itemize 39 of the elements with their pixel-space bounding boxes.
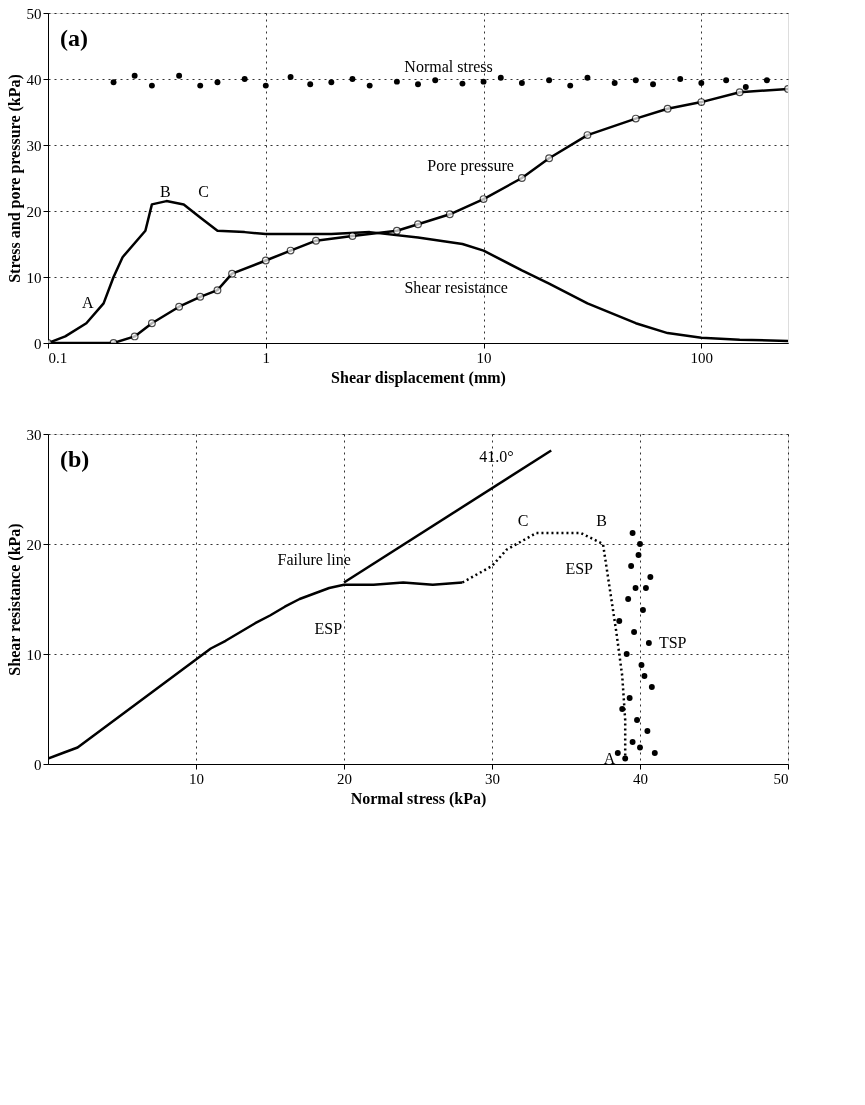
x-tick-label: 100	[690, 349, 714, 366]
x-tick-label: 10	[189, 770, 204, 787]
annotation: Normal stress	[404, 58, 493, 75]
y-tick-label: 20	[26, 536, 42, 553]
x-tick-label: 10	[476, 349, 492, 366]
y-tick-label: 30	[26, 426, 42, 443]
annotation: TSP	[658, 634, 687, 651]
x-tick-label: 40	[633, 770, 648, 787]
y-tick-label: 10	[26, 646, 42, 663]
annotation: (b)	[60, 446, 90, 472]
y-tick-label: 30	[26, 137, 42, 154]
x-tick-label: 1	[262, 349, 271, 366]
annotation: (a)	[60, 25, 88, 51]
annotation: 41.0°	[479, 448, 514, 466]
annotation: ESP	[314, 620, 343, 637]
y-tick-label: 40	[26, 71, 42, 88]
x-tick-label: 30	[485, 770, 500, 787]
annotation: C	[517, 512, 529, 529]
y-axis-title: Stress and pore pressure (kPa)	[5, 74, 24, 283]
x-tick-label: 50	[773, 770, 789, 787]
annotation: ESP	[565, 560, 594, 577]
x-tick-label: 20	[337, 770, 352, 787]
x-axis-title: Normal stress (kPa)	[350, 789, 487, 808]
annotation: C	[198, 183, 209, 201]
y-tick-label: 20	[26, 203, 42, 220]
annotation: Shear resistance	[404, 279, 508, 297]
annotation: Failure line	[277, 550, 351, 568]
annotation: A	[603, 749, 616, 767]
y-tick-label: 0	[34, 756, 42, 773]
y-tick-label: 10	[26, 269, 42, 286]
annotation: Pore pressure	[427, 157, 514, 175]
x-tick-label: 0.1	[48, 349, 68, 366]
y-tick-label: 0	[34, 335, 42, 352]
y-tick-label: 50	[26, 5, 42, 22]
x-axis-title: Shear displacement (mm)	[331, 368, 506, 387]
y-axis-title: Shear resistance (kPa)	[5, 523, 24, 676]
annotation: B	[159, 183, 171, 201]
annotation: A	[82, 294, 95, 312]
annotation: B	[596, 512, 607, 529]
